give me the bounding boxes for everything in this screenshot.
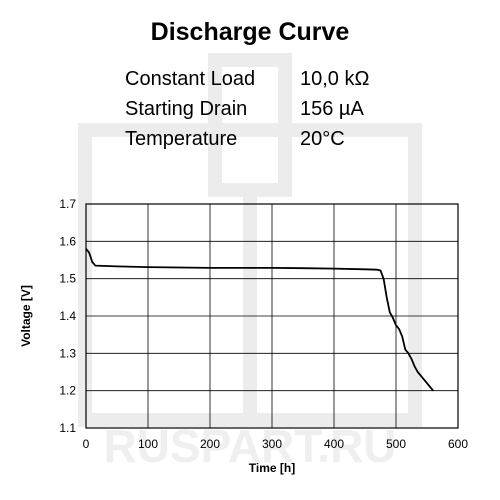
y-tick-label: 1.7: [59, 197, 76, 211]
y-tick-label: 1.4: [59, 309, 76, 323]
y-tick-labels: 1.1 1.2 1.3 1.4 1.5 1.6 1.7: [59, 197, 76, 435]
spec-label-load: Constant Load: [125, 68, 256, 90]
plot-frame: [85, 203, 459, 429]
x-tick-label: 100: [138, 437, 158, 451]
y-tick-label: 1.2: [59, 384, 76, 398]
x-tick-label: 300: [262, 437, 282, 451]
series-line-voltage: [85, 248, 434, 392]
watermark-text: RUSPART.RU: [103, 420, 396, 472]
x-tick-label: 0: [83, 437, 90, 451]
chart-grid: [85, 203, 459, 429]
x-tick-label: 400: [324, 437, 344, 451]
x-tick-label: 500: [386, 437, 406, 451]
x-tick-label: 600: [448, 437, 468, 451]
x-tick-label: 200: [200, 437, 220, 451]
y-tick-label: 1.1: [59, 421, 76, 435]
y-tick-label: 1.5: [59, 272, 76, 286]
chart-title: Discharge Curve: [150, 18, 350, 46]
spec-label-drain: Starting Drain: [125, 98, 248, 120]
spec-value-load: 10,0 kΩ: [300, 68, 370, 90]
y-tick-label: 1.3: [59, 346, 76, 360]
spec-label-temperature: Temperature: [125, 128, 238, 150]
spec-value-temperature: 20°C: [300, 128, 345, 150]
x-tick-labels: 0 100 200 300 400 500 600: [83, 437, 469, 451]
spec-value-drain: 156 µA: [300, 98, 364, 120]
y-axis-label: Voltage [V]: [19, 285, 33, 347]
y-tick-label: 1.6: [59, 234, 76, 248]
x-axis-label: Time [h]: [249, 461, 295, 475]
